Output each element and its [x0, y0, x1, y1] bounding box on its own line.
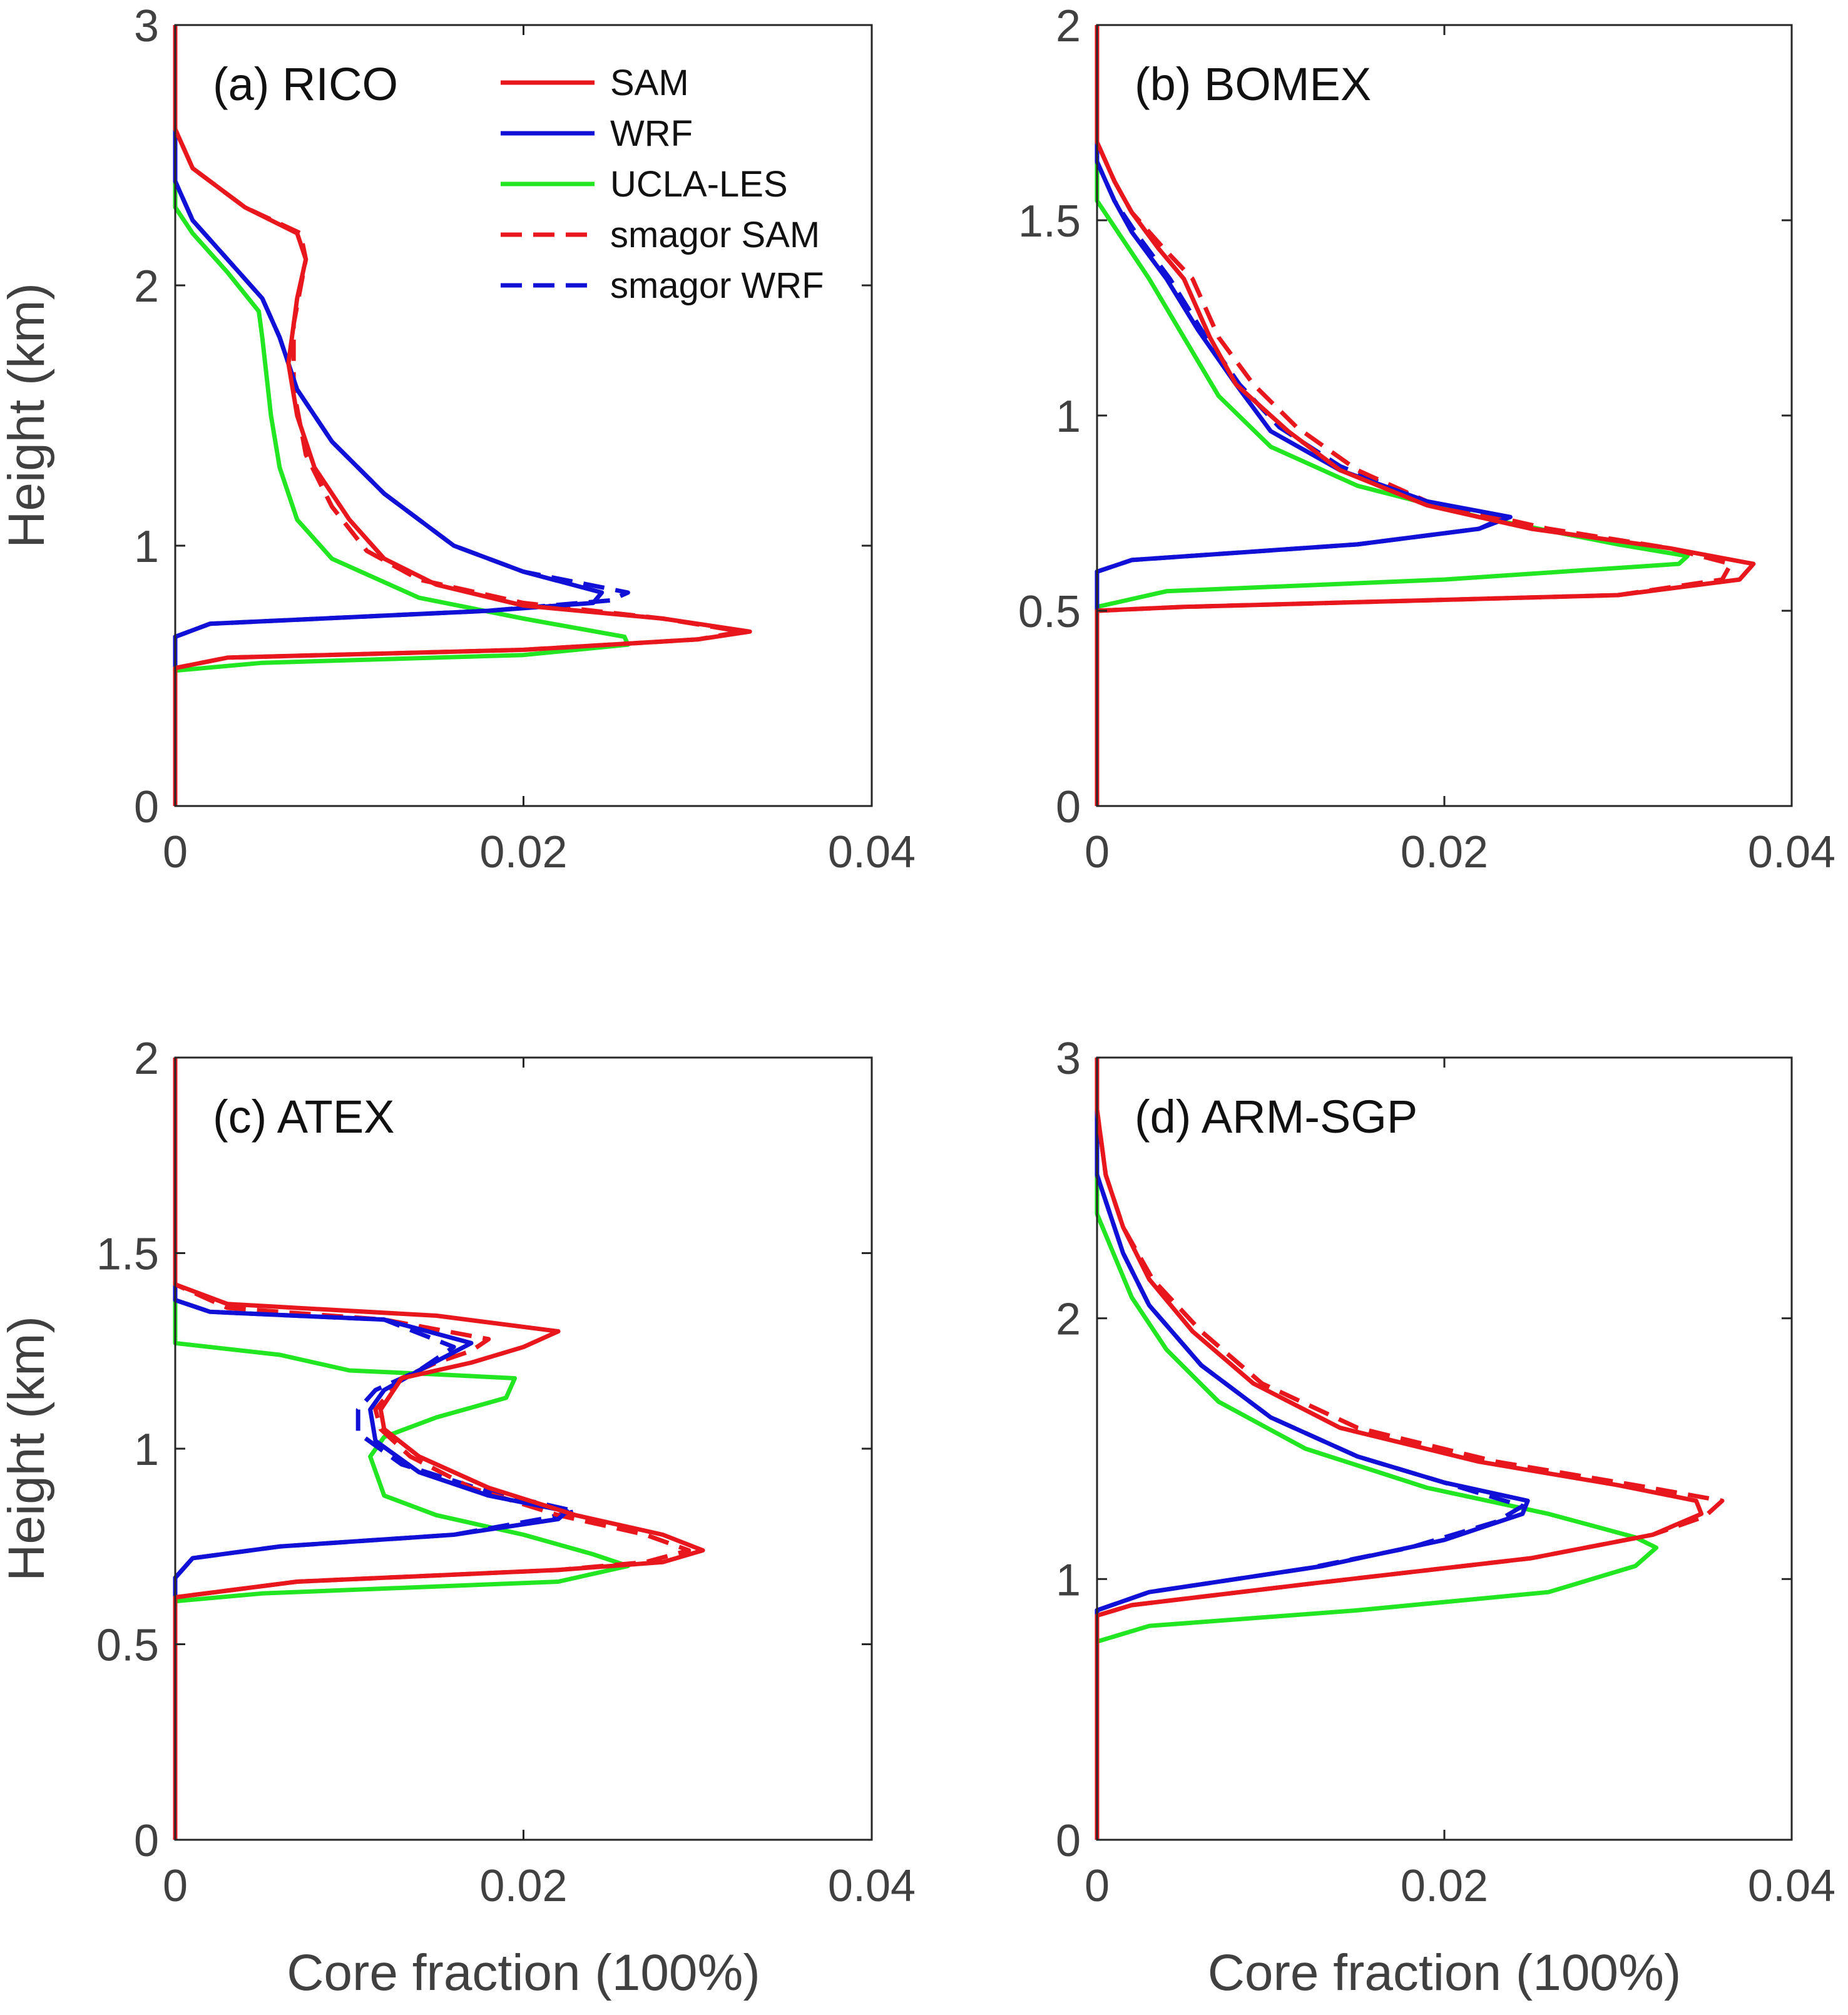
y-tick-label: 2 — [134, 1034, 159, 1084]
series-ucla-les-line — [1095, 25, 1690, 806]
panel-title: (d) ARM-SGP — [1135, 1091, 1417, 1143]
panel-title: (c) ATEX — [213, 1091, 395, 1143]
panel-a: 0 0.02 0.04 0 1 2 3 (a) RICO Height (km) — [0, 1, 916, 877]
legend-entry: WRF — [501, 113, 693, 154]
series-smagor-sam-line — [1095, 1058, 1725, 1840]
y-tick-label: 0 — [134, 782, 159, 832]
series-wrf-line — [173, 25, 605, 806]
legend-label: WRF — [610, 113, 693, 154]
legend-label: smagor SAM — [610, 215, 820, 255]
y-axis-label: Height (km) — [0, 283, 55, 548]
panel-title: (b) BOMEX — [1135, 58, 1371, 110]
legend-entry: smagor SAM — [501, 215, 820, 255]
panel-c: 0 0.02 0.04 0 0.5 1 1.5 2 (c) ATEX Height (km) Cor… — [0, 1034, 916, 2001]
legend-entry: smagor WRF — [501, 265, 824, 306]
x-tick-label: 0.02 — [479, 827, 567, 877]
legend-label: UCLA-LES — [610, 164, 788, 205]
x-axis-label: Core fraction (100%) — [1208, 1944, 1682, 2001]
series-sam-line — [173, 25, 752, 806]
x-tick-label: 0 — [163, 827, 188, 877]
x-tick-label: 0.04 — [1748, 827, 1835, 877]
series-ucla-les-line — [173, 25, 630, 806]
x-tick-label: 0.02 — [1401, 827, 1488, 877]
x-axis-label: Core fraction (100%) — [287, 1944, 760, 2001]
series-smagor-sam-line — [173, 1058, 692, 1840]
y-tick-label: 1 — [1056, 392, 1081, 442]
y-tick-label: 2 — [134, 262, 159, 312]
series-smagor-wrf-line — [173, 25, 630, 806]
legend-label: SAM — [610, 63, 689, 103]
legend-entry: UCLA-LES — [501, 164, 788, 205]
series-smagor-wrf-line — [1095, 25, 1508, 806]
y-tick-label: 0 — [1056, 1816, 1081, 1866]
series-sam-line — [173, 1058, 705, 1840]
y-tick-label: 1 — [134, 1425, 159, 1475]
series-ucla-les-line — [1095, 1058, 1659, 1840]
plot-frame — [174, 1056, 873, 1841]
y-tick-label: 3 — [134, 1, 159, 51]
series-wrf-line — [1095, 1058, 1530, 1840]
panel-b: 0 0.02 0.04 0 0.5 1 1.5 2 (b) BOMEX — [1018, 1, 1835, 877]
legend-label: smagor WRF — [610, 265, 824, 306]
x-tick-label: 0.04 — [828, 1861, 916, 1911]
x-tick-label: 0.02 — [479, 1861, 567, 1911]
series-ucla-les-line — [173, 1058, 630, 1840]
series-sam-line — [1095, 25, 1756, 806]
y-tick-label: 2 — [1056, 1, 1081, 51]
y-tick-label: 0.5 — [96, 1621, 159, 1671]
y-tick-label: 2 — [1056, 1295, 1081, 1345]
y-tick-label: 0 — [1056, 782, 1081, 832]
series-smagor-sam-line — [1095, 25, 1733, 806]
plot-frame — [1096, 24, 1793, 807]
panel-d: 0 0.02 0.04 0 1 2 3 (d) ARM-SGP Core fraction (1… — [1056, 1034, 1835, 2001]
y-tick-label: 1.5 — [96, 1230, 159, 1280]
y-tick-label: 0.5 — [1018, 587, 1081, 637]
legend-entry: SAM — [501, 63, 689, 103]
x-tick-label: 0.04 — [1748, 1861, 1835, 1911]
series-wrf-line — [173, 1058, 569, 1840]
y-tick-label: 3 — [1056, 1034, 1081, 1084]
panel-title: (a) RICO — [213, 58, 398, 110]
y-axis-label: Height (km) — [0, 1316, 55, 1581]
legend: SAM WRF UCLA-LES smagor SAM smagor WRF — [501, 63, 824, 306]
x-tick-label: 0 — [1085, 1861, 1110, 1911]
x-tick-label: 0 — [163, 1861, 188, 1911]
x-tick-label: 0 — [1085, 827, 1110, 877]
y-tick-label: 1 — [134, 522, 159, 572]
y-tick-label: 1.5 — [1018, 196, 1081, 247]
x-tick-label: 0.04 — [828, 827, 916, 877]
series-wrf-line — [1095, 25, 1513, 806]
series-sam-line — [1095, 1058, 1704, 1840]
x-tick-label: 0.02 — [1401, 1861, 1488, 1911]
plot-frame — [174, 24, 873, 807]
y-tick-label: 1 — [1056, 1555, 1081, 1605]
y-tick-label: 0 — [134, 1816, 159, 1866]
